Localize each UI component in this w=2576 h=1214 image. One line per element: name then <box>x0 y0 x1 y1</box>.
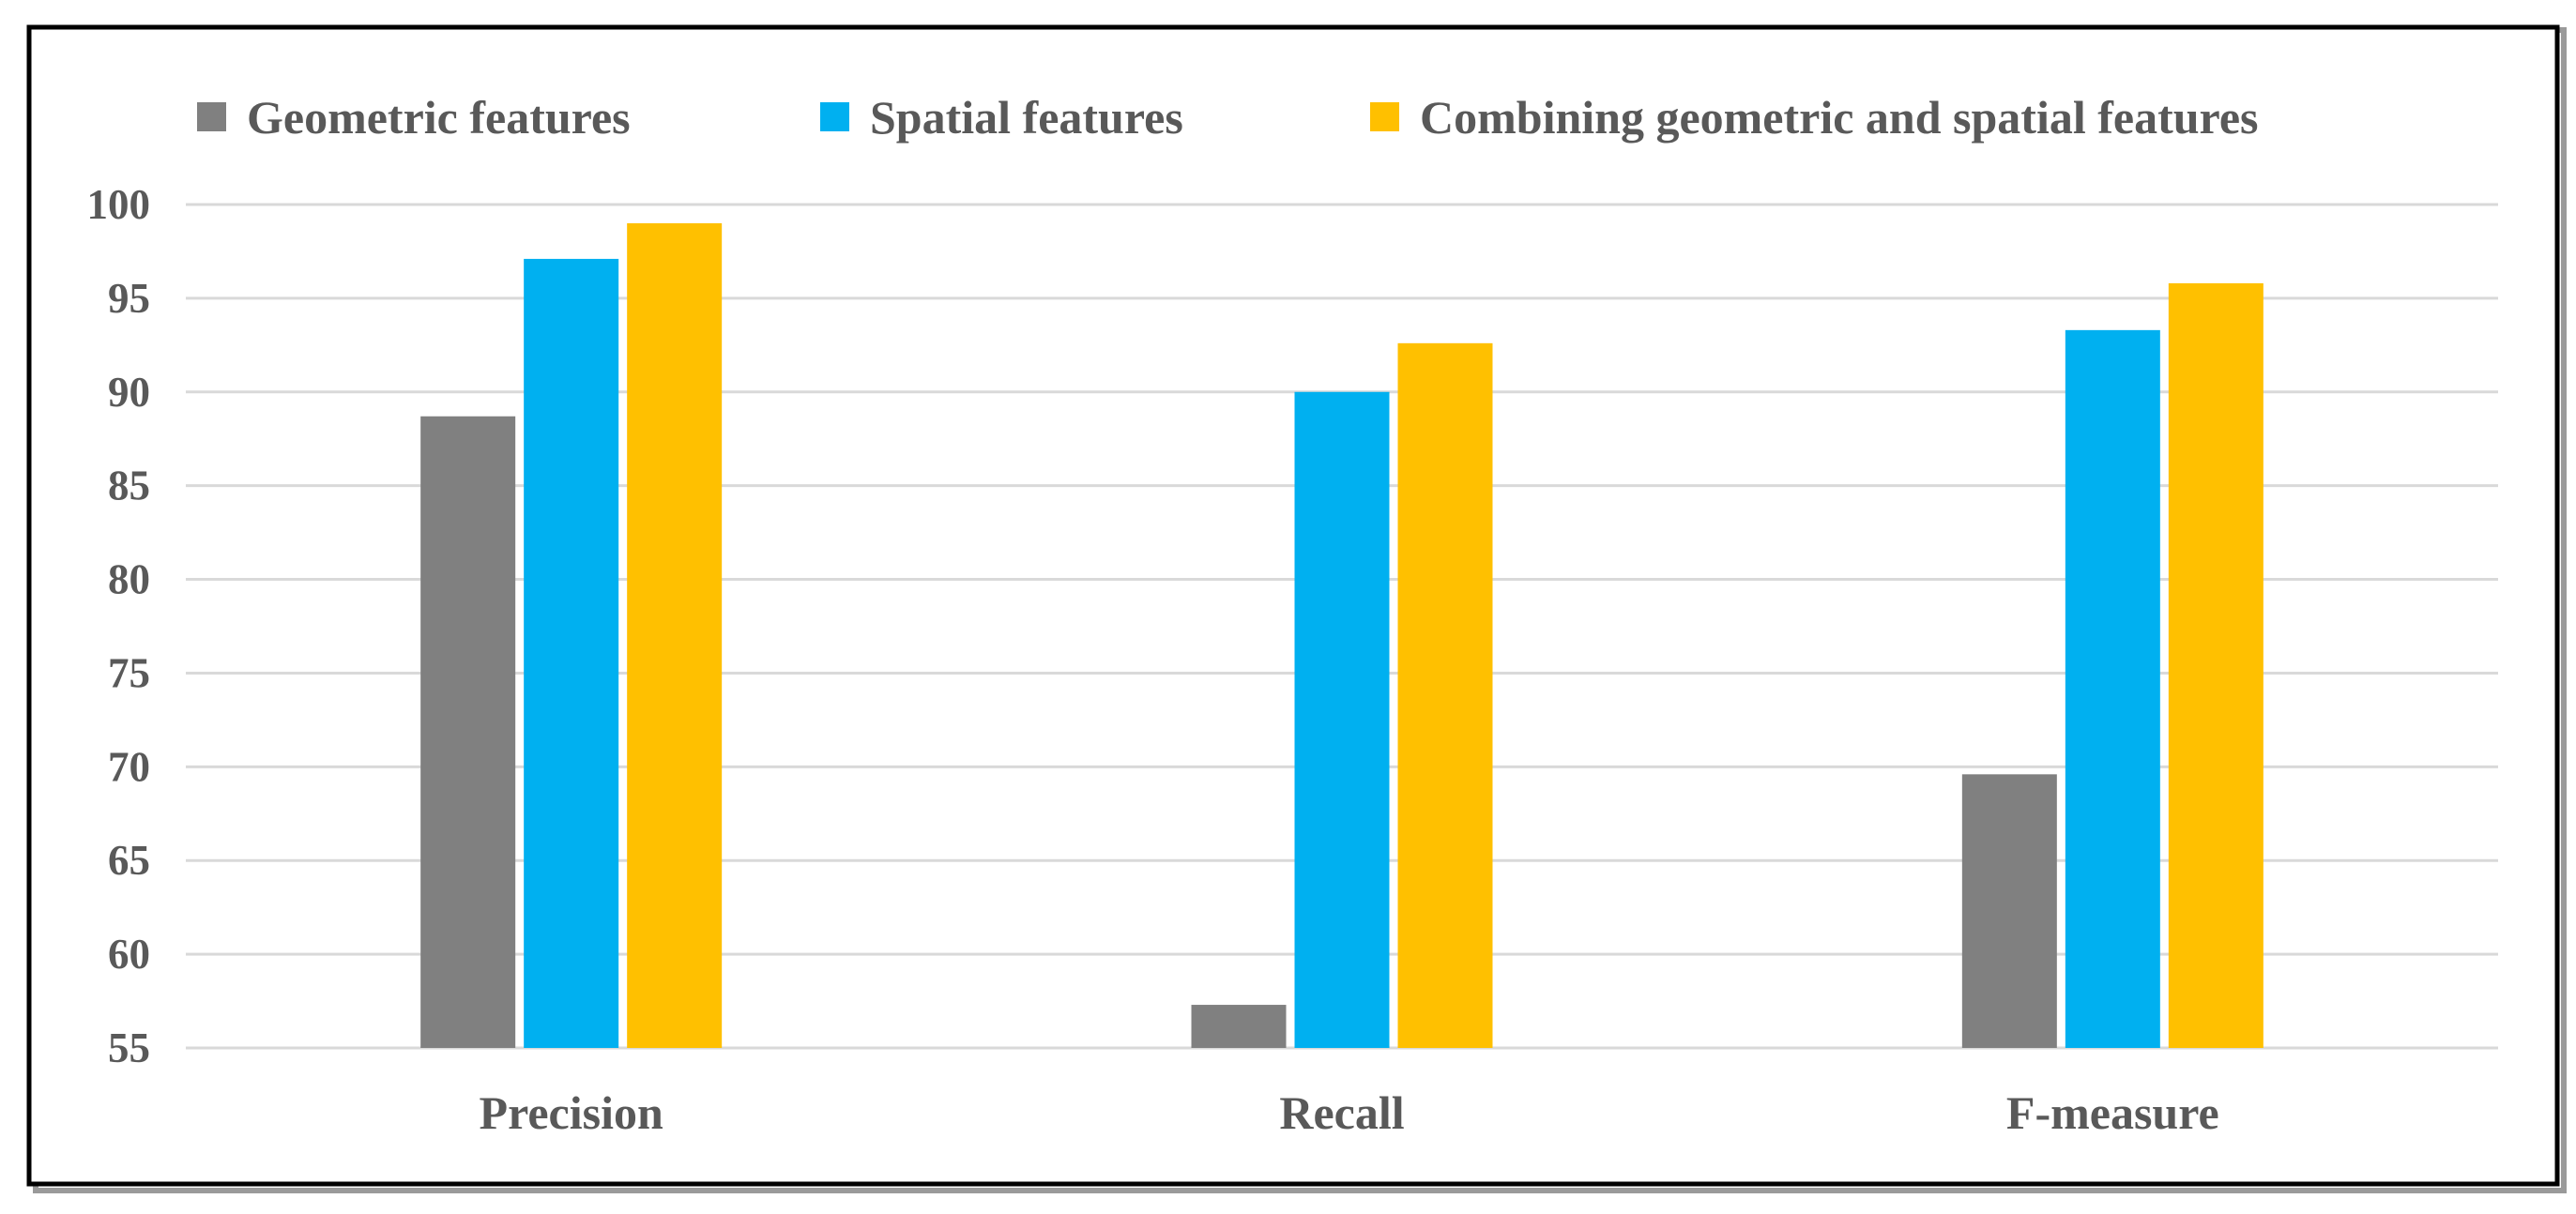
y-tick-label: 75 <box>108 649 150 696</box>
y-tick-label: 70 <box>108 743 150 790</box>
y-tick-label: 85 <box>108 463 150 509</box>
bar-combining-geometric-and-spatial-features-precision <box>627 222 723 1048</box>
y-tick-label: 95 <box>108 275 150 322</box>
bar-spatial-features-recall <box>1294 391 1390 1048</box>
bar-spatial-features-f-measure <box>2065 329 2160 1049</box>
y-tick-label: 55 <box>108 1024 150 1071</box>
y-tick-label: 90 <box>108 369 150 416</box>
bar-geometric-features-precision <box>420 416 516 1048</box>
bars <box>420 222 2264 1049</box>
x-category-label: Recall <box>1279 1086 1404 1139</box>
bar-geometric-features-recall <box>1191 1005 1287 1048</box>
y-tick-label: 100 <box>87 181 151 228</box>
legend-label: Spatial features <box>870 91 1183 144</box>
bar-combining-geometric-and-spatial-features-f-measure <box>2168 282 2264 1048</box>
bar-geometric-features-f-measure <box>1961 774 2057 1048</box>
legend-swatch <box>1370 102 1399 131</box>
legend-label: Geometric features <box>247 91 631 144</box>
y-axis-tick-labels: 55 60 65 70 75 80 85 90 95 100 <box>87 181 151 1071</box>
legend-swatch <box>820 102 849 131</box>
y-tick-label: 80 <box>108 556 150 603</box>
legend-swatch <box>197 102 226 131</box>
bar-combining-geometric-and-spatial-features-recall <box>1397 342 1493 1048</box>
legend: Geometric features Spatial features Combin… <box>197 91 2258 144</box>
y-tick-label: 65 <box>108 837 150 884</box>
y-tick-label: 60 <box>108 931 150 978</box>
x-category-label: Precision <box>480 1086 663 1139</box>
legend-label: Combining geometric and spatial features <box>1420 91 2258 144</box>
x-axis-category-labels: Precision Recall F-measure <box>480 1086 2219 1139</box>
x-category-label: F-measure <box>2006 1086 2219 1139</box>
bar-spatial-features-precision <box>524 258 619 1048</box>
